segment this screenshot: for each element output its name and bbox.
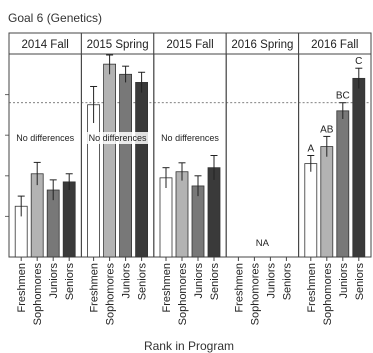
panel-note: No differences [89, 133, 147, 143]
bar [321, 147, 333, 257]
bar [63, 182, 75, 257]
bar [176, 172, 188, 257]
category-label: Juniors [48, 263, 60, 299]
category-label: Seniors [137, 263, 149, 301]
bar [31, 174, 43, 257]
panel: 2016 Fall A Freshmen AB Sophomores BC Juniors C… [299, 33, 371, 325]
category-label: Seniors [209, 263, 221, 301]
bar [208, 168, 220, 257]
category-label: Freshmen [233, 263, 245, 313]
panel-label: 2015 Fall [166, 39, 213, 51]
bar [305, 164, 317, 257]
panel-note: No differences [16, 133, 74, 143]
category-label: Sophomores [322, 263, 334, 326]
category-label: Juniors [193, 263, 205, 299]
category-label: Sophomores [105, 263, 117, 326]
panel-frame [226, 54, 298, 257]
category-label: Freshmen [161, 263, 173, 313]
category-label: Juniors [338, 263, 350, 299]
panel: 2016 Spring Freshmen Sophomores Juniors Seni… [226, 33, 298, 325]
category-label: Seniors [281, 263, 293, 301]
panel: 2015 Spring Freshmen Sophomores Juniors Seni… [81, 33, 153, 325]
category-label: Seniors [354, 263, 366, 301]
panel-label: 2015 Spring [87, 39, 149, 51]
chart-title: Goal 6 (Genetics) [8, 11, 102, 25]
bar [353, 78, 365, 257]
significance-letter: C [355, 56, 362, 67]
category-label: Freshmen [89, 263, 101, 313]
panel-label: 2016 Fall [311, 39, 358, 51]
bar [337, 111, 349, 257]
bar [104, 64, 116, 257]
significance-letter: AB [320, 124, 334, 135]
bar [192, 186, 204, 257]
panel-note: NA [256, 238, 270, 249]
panel-note: No differences [161, 133, 219, 143]
panels: 2014 Fall Freshmen Sophomores Juniors Senior… [5, 33, 371, 325]
category-label: Seniors [64, 263, 76, 301]
category-label: Juniors [121, 263, 133, 299]
panel-label: 2014 Fall [22, 39, 69, 51]
bar [136, 82, 148, 257]
panel-label: 2016 Spring [231, 39, 293, 51]
category-label: Juniors [265, 263, 277, 299]
panel: 2014 Fall Freshmen Sophomores Juniors Senior… [9, 33, 81, 325]
x-axis-label: Rank in Program [144, 339, 234, 353]
panel: 2015 Fall Freshmen Sophomores Juniors Senior… [154, 33, 226, 325]
category-label: Freshmen [306, 263, 318, 313]
category-label: Sophomores [249, 263, 261, 326]
category-label: Freshmen [16, 263, 28, 313]
bar [120, 74, 132, 257]
significance-letter: A [307, 144, 314, 155]
bar [88, 105, 100, 257]
bar [160, 178, 172, 257]
significance-letter: BC [336, 91, 350, 102]
category-label: Sophomores [32, 263, 44, 326]
category-label: Sophomores [177, 263, 189, 326]
